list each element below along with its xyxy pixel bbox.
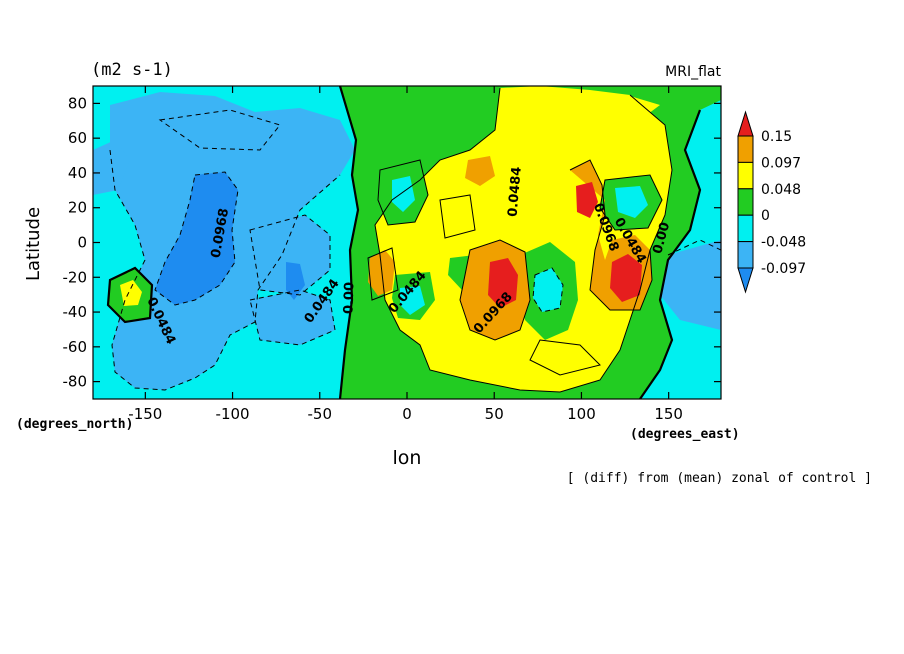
y-axis-label: Latitude — [23, 207, 44, 281]
y-tick-label: -40 — [63, 303, 88, 321]
colorbar-swatch — [737, 135, 754, 163]
contour-label: 0.00 — [341, 282, 357, 315]
colorbar: -0.097 -0.048 0 0.048 0.097 0.15 — [737, 110, 806, 294]
units-label: (m2 s-1) — [91, 60, 173, 80]
region-red-center — [488, 258, 518, 308]
x-tick-label: -150 — [128, 405, 162, 423]
region-orange-north — [465, 156, 495, 186]
region-blue-south-west — [250, 290, 335, 345]
x-tick-label: 0 — [402, 405, 412, 423]
region-blue-north-blob — [392, 176, 415, 212]
colorbar-level-label: 0.097 — [761, 155, 801, 171]
colorbar-level-label: -0.048 — [761, 235, 806, 251]
y-tick-label: 20 — [68, 199, 87, 217]
zero-contours — [106, 86, 702, 399]
colorbar-level-label: -0.097 — [761, 261, 806, 277]
model-label: MRI_flat — [665, 64, 721, 80]
x-tick-label: -100 — [216, 405, 250, 423]
region-blue-central — [250, 215, 330, 295]
x-tick-label: 100 — [567, 405, 596, 423]
colorbar-level-label: 0.048 — [761, 182, 801, 198]
x-axis-label: lon — [393, 447, 422, 469]
region-red-east — [610, 254, 642, 302]
colorbar-level-label: 0.15 — [761, 129, 792, 145]
y-tick-label: -20 — [63, 268, 88, 286]
region-yellow-west-isle — [120, 280, 142, 306]
region-yellow-upper-band — [580, 96, 660, 122]
region-blue-south-blob — [400, 286, 425, 315]
positive-contours — [367, 87, 673, 393]
region-dark-blue-mid — [286, 262, 305, 300]
footnote: [ (diff) from (mean) zonal of control ] — [567, 471, 872, 486]
y-tick-label: 0 — [77, 234, 87, 252]
y-tick-label: -80 — [63, 373, 88, 391]
colorbar-swatch — [737, 241, 754, 269]
x-tick-label: 150 — [654, 405, 683, 423]
region-red-ne — [576, 182, 598, 218]
region-blue-northwest — [93, 140, 130, 195]
y-tick-label: 80 — [68, 94, 87, 112]
colorbar-swatch — [737, 188, 754, 216]
colorbar-cap-top — [737, 110, 754, 137]
contour-label: 0.0484 — [505, 166, 524, 217]
axis-ticks: -150 -100 -50 0 50 100 150 -80 -60 -40 -20 0 20 40 60 8… — [63, 86, 721, 423]
x-tick-label: 50 — [485, 405, 504, 423]
colorbar-swatch — [737, 214, 754, 243]
region-blue-ne-blob — [615, 186, 648, 218]
region-blue-east — [660, 240, 721, 330]
x-tick-label: -50 — [308, 405, 333, 423]
y-units-label: (degrees_north) — [16, 417, 133, 432]
negative-contours — [109, 109, 721, 391]
x-units-label: (degrees_east) — [630, 427, 740, 442]
region-dark-blue-west — [155, 172, 238, 305]
colorbar-cap-bottom — [737, 267, 754, 294]
y-tick-label: 60 — [68, 129, 87, 147]
region-blue-mid-blob — [533, 268, 563, 312]
y-tick-label: 40 — [68, 164, 87, 182]
region-yellow-east-body — [375, 86, 672, 392]
colorbar-level-label: 0 — [761, 208, 770, 224]
colorbar-swatch — [737, 161, 754, 190]
y-tick-label: -60 — [63, 338, 88, 356]
